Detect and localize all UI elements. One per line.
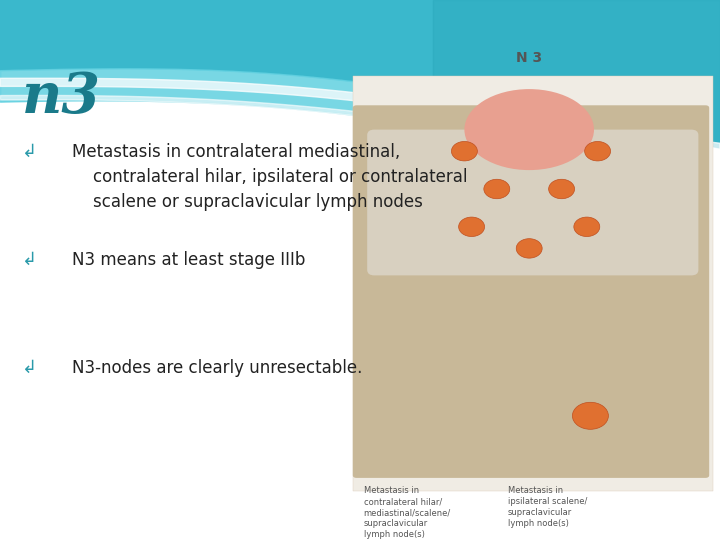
Text: Metastasis in contralateral mediastinal,
    contralateral hilar, ipsilateral or: Metastasis in contralateral mediastinal,… bbox=[72, 143, 467, 211]
FancyBboxPatch shape bbox=[353, 105, 709, 478]
Circle shape bbox=[459, 217, 485, 237]
Circle shape bbox=[451, 141, 477, 161]
Text: ↲: ↲ bbox=[22, 359, 37, 377]
Circle shape bbox=[516, 239, 542, 258]
Circle shape bbox=[572, 402, 608, 429]
Text: Metastasis in
ipsilateral scalene/
supraclavicular
lymph node(s): Metastasis in ipsilateral scalene/ supra… bbox=[508, 486, 587, 528]
Circle shape bbox=[585, 141, 611, 161]
Text: ↲: ↲ bbox=[22, 251, 37, 269]
Ellipse shape bbox=[464, 89, 594, 170]
Text: N3-nodes are clearly unresectable.: N3-nodes are clearly unresectable. bbox=[72, 359, 362, 377]
Text: N3 means at least stage IIIb: N3 means at least stage IIIb bbox=[72, 251, 305, 269]
FancyBboxPatch shape bbox=[353, 76, 713, 491]
Text: Metastasis in
contralateral hilar/
mediastinal/scalene/
supraclavicular
lymph no: Metastasis in contralateral hilar/ media… bbox=[364, 486, 451, 539]
Circle shape bbox=[484, 179, 510, 199]
Circle shape bbox=[574, 217, 600, 237]
FancyBboxPatch shape bbox=[367, 130, 698, 275]
Text: N 3: N 3 bbox=[516, 51, 542, 65]
Text: ↲: ↲ bbox=[22, 143, 37, 161]
Circle shape bbox=[549, 179, 575, 199]
Text: n3: n3 bbox=[22, 70, 101, 125]
